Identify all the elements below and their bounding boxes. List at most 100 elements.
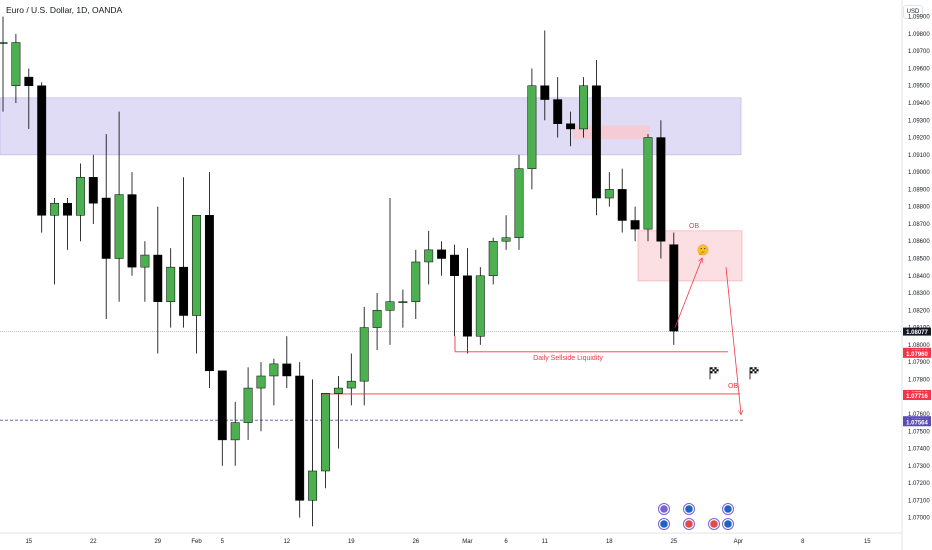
candle-body xyxy=(630,220,640,230)
event-us-flag-icon xyxy=(708,518,720,530)
time-tick-label: 11 xyxy=(542,539,549,545)
flag-cell xyxy=(756,371,759,374)
thinking-face-icon xyxy=(697,244,709,256)
price-tick-label: 1.09300 xyxy=(908,118,930,124)
zones-layer xyxy=(0,97,902,421)
time-tick-label: 18 xyxy=(606,539,613,545)
candles-layer xyxy=(0,16,679,527)
candle xyxy=(11,33,21,104)
candle-body xyxy=(488,240,498,277)
time-tick-label: Feb xyxy=(191,539,202,545)
price-tick-label: 1.07000 xyxy=(908,516,930,522)
time-tick-label: 25 xyxy=(670,539,677,545)
candle-body xyxy=(127,194,137,268)
candle-body xyxy=(114,194,124,259)
candle xyxy=(385,198,395,345)
arrow-up xyxy=(674,258,702,328)
candle-body xyxy=(385,301,395,311)
flag-cell xyxy=(714,371,717,374)
candle-body xyxy=(192,215,201,316)
time-tick-label: Apr xyxy=(734,539,743,545)
flag-cell xyxy=(754,371,757,374)
candle-body xyxy=(256,375,266,389)
candle xyxy=(230,401,240,466)
price-tick-label: 1.07300 xyxy=(908,464,930,470)
candle-body xyxy=(591,85,601,199)
price-tick-label: 1.09100 xyxy=(908,153,930,159)
candle xyxy=(514,154,524,250)
event-fill xyxy=(685,520,693,528)
candle xyxy=(217,370,227,466)
candle xyxy=(488,237,498,285)
currency-button[interactable]: USD xyxy=(903,5,923,19)
candle-body xyxy=(140,254,150,268)
candle xyxy=(179,177,189,328)
flag-cell xyxy=(712,369,715,372)
candle-body xyxy=(50,202,60,216)
candle xyxy=(75,163,85,242)
candle xyxy=(321,392,330,489)
candle xyxy=(540,30,550,121)
price-tick-label: 1.07100 xyxy=(908,498,930,504)
face-hand xyxy=(698,252,703,256)
candle xyxy=(333,375,343,449)
candle-body xyxy=(604,189,614,199)
liquidity-label: Daily Sellside Liquidity xyxy=(533,355,603,362)
event-fill xyxy=(710,520,718,528)
event-fill xyxy=(685,505,693,513)
price-tick-label: 1.08800 xyxy=(908,205,930,211)
candle-body xyxy=(308,470,318,501)
flag-cell xyxy=(756,369,759,372)
candle xyxy=(243,367,253,440)
candle xyxy=(269,358,279,406)
event-eu-flag-icon xyxy=(683,503,695,515)
flag-cell xyxy=(716,367,719,370)
candle-body xyxy=(398,301,408,303)
candle-body xyxy=(643,137,653,230)
price-tick-label: 1.08400 xyxy=(908,274,930,280)
candle-body xyxy=(669,244,679,332)
price-tick-label: 1.08600 xyxy=(908,239,930,245)
ob-upper-label: OB xyxy=(689,223,699,230)
time-tick-label: 5 xyxy=(221,539,225,545)
candle xyxy=(50,198,60,285)
flag-cell xyxy=(712,371,715,374)
flag-cell xyxy=(754,367,757,370)
time-tick-label: 15 xyxy=(25,539,32,545)
price-tag: 1.07716 xyxy=(903,392,931,400)
event-eu-flag-icon xyxy=(722,518,734,530)
flag-cell xyxy=(716,371,719,374)
flag-cell xyxy=(752,367,755,370)
price-tag-bg xyxy=(903,327,931,336)
flag-cell xyxy=(752,369,755,372)
ob-zone xyxy=(637,230,743,282)
price-tag-bg xyxy=(903,349,931,358)
candle-body xyxy=(321,392,330,472)
time-tick-label: Mar xyxy=(462,539,472,545)
candle xyxy=(192,215,201,354)
flag-cell xyxy=(716,369,719,372)
price-tick-label: 1.07400 xyxy=(908,447,930,453)
candle-body xyxy=(475,275,485,337)
price-tag-label: 1.07716 xyxy=(906,394,928,400)
candle xyxy=(372,293,382,351)
candle-body xyxy=(282,363,292,377)
candle xyxy=(579,77,588,138)
candle-body xyxy=(11,42,21,86)
candle-body xyxy=(346,380,356,389)
candle-body xyxy=(101,197,111,259)
price-tick-label: 1.07200 xyxy=(908,481,930,487)
candle-body xyxy=(424,249,434,263)
candle-body xyxy=(514,168,524,239)
candle xyxy=(346,353,356,406)
candle-body xyxy=(553,99,563,124)
price-tick-label: 1.07800 xyxy=(908,377,930,383)
price-tick-label: 1.08300 xyxy=(908,291,930,297)
candle-body xyxy=(153,254,163,302)
time-tick-label: 19 xyxy=(348,539,355,545)
candle-body xyxy=(411,261,421,302)
candle xyxy=(553,77,563,138)
time-tick-label: 12 xyxy=(283,539,290,545)
flag-cell xyxy=(750,371,753,374)
